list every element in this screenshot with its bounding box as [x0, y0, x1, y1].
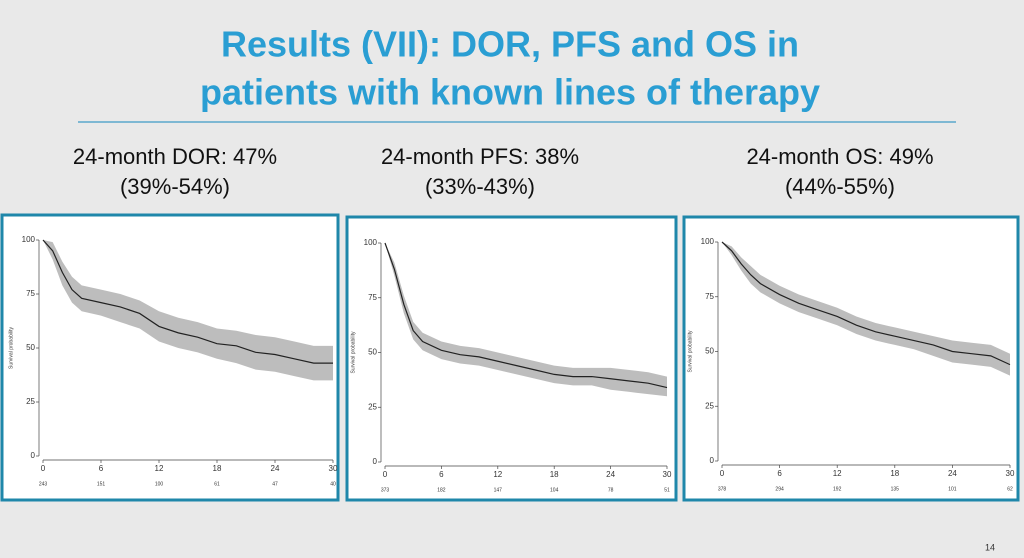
y-tick-label: 50	[26, 343, 35, 352]
at-risk-count: 61	[214, 481, 220, 487]
at-risk-count: 40	[330, 481, 336, 487]
y-tick-label: 75	[368, 293, 377, 302]
at-risk-count: 78	[608, 487, 614, 493]
y-tick-label: 0	[31, 451, 36, 460]
chart-title: 24-month PFS: 38%	[381, 144, 579, 169]
at-risk-count: 151	[97, 481, 106, 487]
chart-title: 24-month DOR: 47%	[73, 144, 277, 169]
slide-title: Results (VII): DOR, PFS and OS in	[221, 24, 799, 65]
y-tick-label: 25	[705, 401, 714, 410]
chart-title: 24-month OS: 49%	[746, 144, 933, 169]
at-risk-count: 104	[550, 487, 559, 493]
x-tick-label: 12	[833, 469, 842, 478]
x-tick-label: 24	[271, 464, 280, 473]
x-tick-label: 0	[720, 469, 725, 478]
x-tick-label: 30	[329, 464, 338, 473]
x-tick-label: 6	[777, 469, 782, 478]
y-axis-label: Survival probability	[687, 330, 693, 372]
at-risk-count: 294	[775, 486, 784, 492]
x-tick-label: 0	[383, 470, 388, 479]
at-risk-count: 100	[155, 481, 164, 487]
x-tick-label: 18	[890, 469, 899, 478]
survival-curve	[721, 241, 1011, 366]
x-tick-label: 0	[41, 464, 46, 473]
at-risk-count: 378	[718, 486, 727, 492]
at-risk-count: 243	[39, 481, 48, 487]
x-tick-label: 12	[493, 470, 502, 479]
survival-curve	[42, 239, 333, 364]
y-tick-label: 25	[26, 397, 35, 406]
page-number: 14	[985, 542, 995, 552]
x-tick-label: 6	[99, 464, 104, 473]
chart-subtitle: (33%-43%)	[425, 174, 535, 199]
y-axis-label: Survival probability	[350, 331, 356, 373]
confidence-band	[43, 240, 333, 381]
y-axis-label: Survival probability	[8, 327, 14, 369]
y-tick-label: 100	[22, 235, 36, 244]
x-tick-label: 18	[213, 464, 222, 473]
at-risk-count: 47	[272, 481, 278, 487]
x-tick-label: 6	[439, 470, 444, 479]
at-risk-count: 135	[891, 486, 900, 492]
y-tick-label: 50	[705, 347, 714, 356]
chart-subtitle: (39%-54%)	[120, 174, 230, 199]
y-tick-label: 100	[701, 237, 715, 246]
confidence-band	[385, 243, 667, 397]
at-risk-count: 101	[948, 486, 957, 492]
y-tick-label: 75	[705, 292, 714, 301]
x-tick-label: 18	[550, 470, 559, 479]
chart-subtitle: (44%-55%)	[785, 174, 895, 199]
at-risk-count: 192	[833, 486, 842, 492]
y-tick-label: 0	[710, 456, 715, 465]
x-tick-label: 24	[948, 469, 957, 478]
confidence-band	[722, 242, 1010, 376]
at-risk-count: 62	[1007, 486, 1013, 492]
y-tick-label: 75	[26, 289, 35, 298]
x-tick-label: 30	[663, 470, 672, 479]
at-risk-count: 51	[664, 487, 670, 493]
survival-curve	[384, 242, 668, 389]
y-tick-label: 100	[364, 238, 378, 247]
at-risk-count: 373	[381, 487, 390, 493]
y-tick-label: 50	[368, 348, 377, 357]
at-risk-count: 147	[494, 487, 503, 493]
x-tick-label: 12	[155, 464, 164, 473]
x-tick-label: 30	[1006, 469, 1015, 478]
slide-title: patients with known lines of therapy	[200, 72, 820, 113]
at-risk-count: 182	[437, 487, 446, 493]
y-tick-label: 25	[368, 402, 377, 411]
x-tick-label: 24	[606, 470, 615, 479]
y-tick-label: 0	[373, 457, 378, 466]
